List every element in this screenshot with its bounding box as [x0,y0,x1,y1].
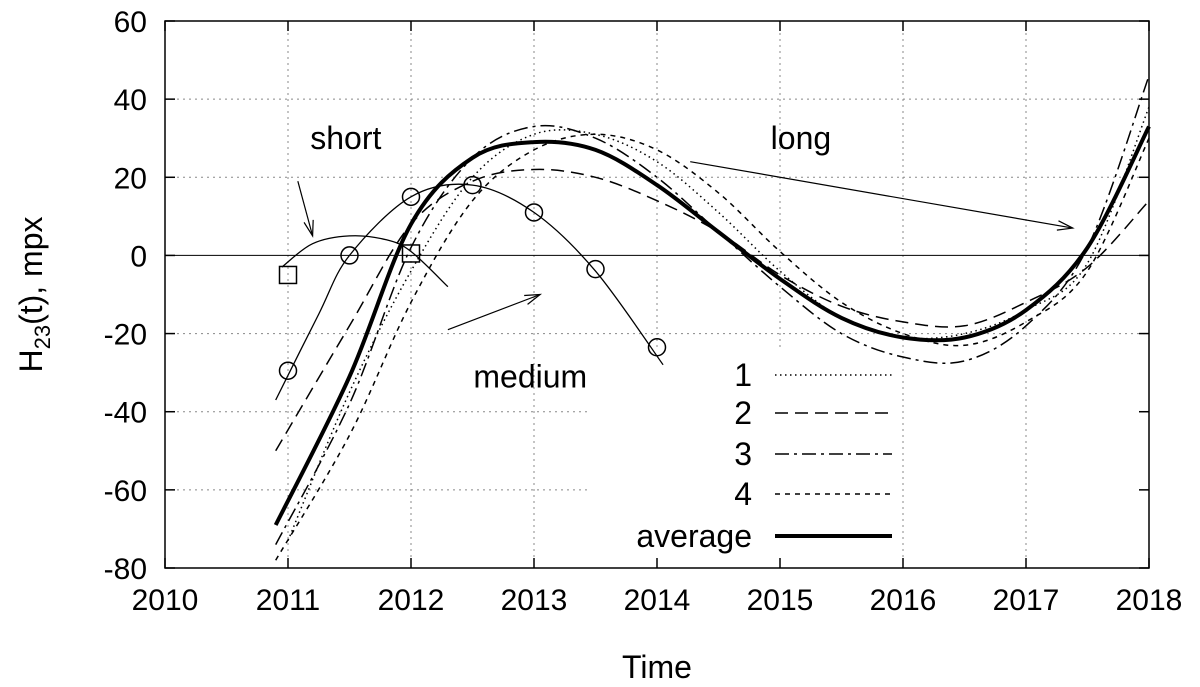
arrow-head [524,293,543,305]
fit-line-medium [275,183,664,401]
series-line-4 [275,133,1150,561]
x-tick-label: 2012 [378,584,445,617]
y-tick-label: 60 [114,6,147,39]
fit-point-short [401,244,421,263]
series-lines [273,75,1151,561]
annotation-short: short [310,120,381,156]
y-tick-label: -60 [104,475,147,508]
annotation-medium: medium [473,359,587,395]
y-tick-label: -80 [104,553,147,586]
legend-label-3: 3 [734,436,752,472]
series-line-1 [287,106,1150,541]
x-tick-label: 2014 [624,584,691,617]
legend-label-4: 4 [734,476,752,512]
x-tick-label: 2013 [501,584,568,617]
y-axis-title-main: H [13,349,49,372]
y-tick-label: 0 [130,240,147,273]
x-tick-label: 2018 [1116,584,1183,617]
y-tick-label: -40 [104,397,147,430]
series-line-average [273,125,1151,526]
fit-point-medium [278,361,298,380]
legend-label-1: 1 [734,357,752,393]
arrow-head [1056,220,1075,231]
y-tick-label: 40 [114,84,147,117]
series-line-3 [275,75,1150,545]
legend-label-2: 2 [734,395,752,431]
arrow-shaft [297,181,314,237]
y-tick-label: 20 [114,162,147,195]
x-tick-label: 2017 [993,584,1060,617]
fit-point-medium [463,175,482,195]
grid [165,21,1149,568]
legend: 12 3 4 average [636,357,892,554]
y-axis-title-rest: (t), mpx [13,216,49,324]
local-fit-lines [275,175,667,401]
x-tick-label: 2011 [256,584,321,617]
x-tick-label: 2016 [870,584,937,617]
axis-tick-labels: 2010 2011 2012 2013 2014 2015 2016 2017 2018-80-… [104,6,1183,617]
legend-label-average: average [636,518,752,554]
plot-frame [164,20,1150,569]
arrow-shaft [447,293,541,331]
fit-point-medium [586,259,605,279]
fit-point-medium [647,337,667,357]
fit-point-medium [340,246,359,265]
x-tick-label: 2010 [132,584,199,617]
fit-line-short [281,235,449,288]
fit-point-medium [401,187,421,207]
fit-point-short [278,265,298,285]
arrow-head [303,219,314,238]
arrow-shaft [690,161,1073,229]
x-axis-title: Time [622,649,692,685]
tick-marks [164,20,1150,569]
x-tick-label: 2015 [747,584,814,617]
annotation-long: long [771,120,832,156]
y-tick-label: -20 [104,319,147,352]
fit-point-medium [524,203,544,222]
y-axis-title: H23(t), mpx [13,216,55,372]
y-axis-title-sub: 23 [30,325,55,349]
annotation-arrows [297,161,1075,331]
